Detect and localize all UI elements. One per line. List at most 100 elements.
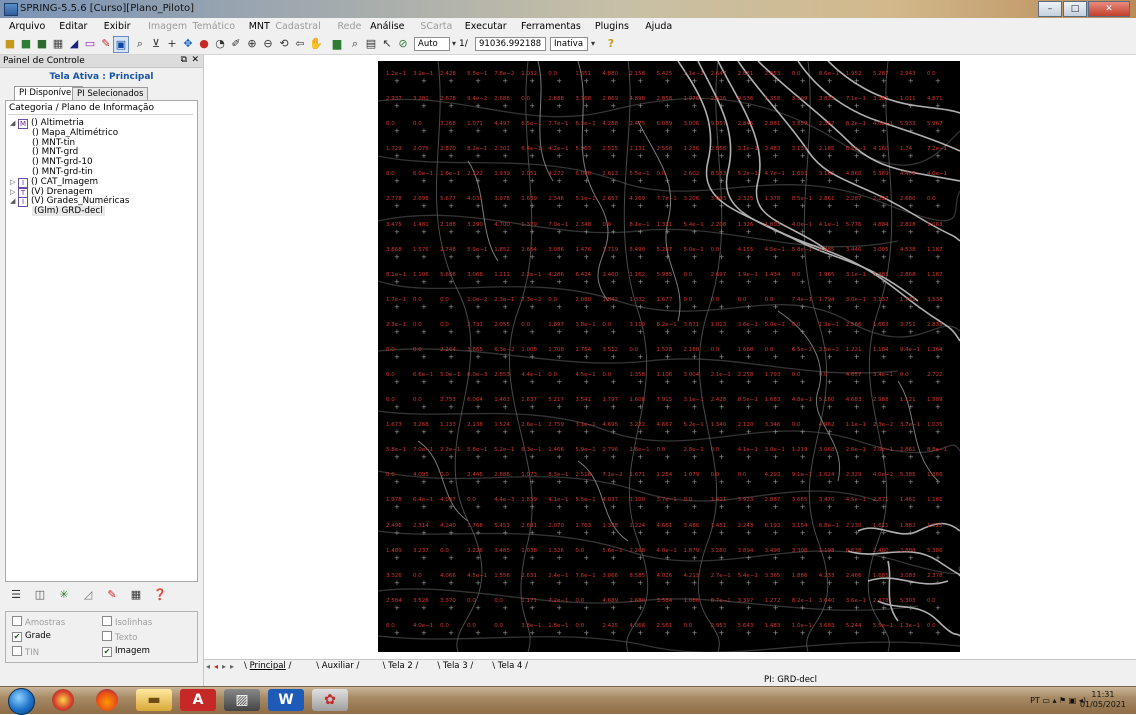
language-indicator[interactable]: PT <box>1030 696 1040 705</box>
edit-icon[interactable]: ◢ <box>69 37 79 50</box>
tree-item[interactable]: () MNT-grd <box>32 147 78 157</box>
grid-icon[interactable]: ▦ <box>52 37 64 50</box>
menu-cadastral[interactable]: Cadastral <box>275 21 321 32</box>
restore-icon[interactable]: ⧉ <box>180 55 187 65</box>
tool-icon[interactable]: ✎ <box>101 37 111 50</box>
pdf-icon[interactable]: A <box>180 689 216 711</box>
hand-icon[interactable]: ✋ <box>309 37 323 50</box>
firefox-icon[interactable] <box>96 689 118 711</box>
checkbox-isolinhas[interactable]: Isolinhas <box>102 616 152 628</box>
pointer-icon[interactable]: ↖ <box>382 37 392 50</box>
menu-imagem[interactable]: Imagem <box>148 21 188 32</box>
grid-icon[interactable]: ▦ <box>130 588 142 601</box>
link-icon[interactable]: ⊘ <box>398 37 408 50</box>
layer-state-select[interactable]: Inativa <box>550 37 588 51</box>
checkbox-grade[interactable]: ✔ Grade <box>12 631 51 642</box>
tree-item[interactable]: ▷ T (V) Drenagem <box>10 187 93 198</box>
menu-arquivo[interactable]: Arquivo <box>9 21 46 32</box>
tree-item[interactable]: ◢ I (V) Grades_Numéricas <box>10 196 130 208</box>
tab-pi-selecionados[interactable]: PI Selecionados <box>72 87 149 100</box>
zoom-previous-icon[interactable]: ⟲ <box>279 37 289 50</box>
menu-exibir[interactable]: Exibir <box>103 21 131 32</box>
checkbox-box[interactable] <box>102 616 112 626</box>
image-viewer-icon[interactable]: ▨ <box>224 689 260 711</box>
maximize-button[interactable]: □ <box>1063 1 1087 17</box>
expand-toggle-icon[interactable]: ▷ <box>10 187 16 196</box>
expand-toggle-icon[interactable]: ◢ <box>10 197 16 206</box>
zoom-out-icon[interactable]: ⊖ <box>263 37 273 50</box>
layers-icon[interactable]: ▆ <box>332 37 342 50</box>
zoom-area-icon[interactable]: ⌕ <box>136 37 144 50</box>
info-icon[interactable]: ⊻ <box>151 37 161 50</box>
checkbox-texto[interactable]: Texto <box>102 631 137 643</box>
checkbox-box[interactable] <box>102 631 112 641</box>
close-button[interactable]: ✕ <box>1088 1 1130 17</box>
menu-plugins[interactable]: Plugins <box>594 21 629 32</box>
layer-icon[interactable]: ✳ <box>59 588 69 601</box>
menu-ajuda[interactable]: Ajuda <box>645 21 673 32</box>
expand-toggle-icon[interactable]: ▷ <box>10 177 16 186</box>
drawing-area[interactable]: 1.2e−1 +3.1e−1 +2.428 +5.5e−1 +7.8e−2 +1.032 +… <box>204 55 1136 659</box>
tree-item[interactable]: () Mapa_Altimétrico <box>32 128 118 138</box>
plus-icon[interactable]: + <box>167 37 177 50</box>
spring-icon[interactable]: ✿ <box>312 689 348 711</box>
folder-icon[interactable]: ▬ <box>136 689 172 711</box>
tab-tela-2[interactable]: \ Tela 2 / <box>383 661 419 671</box>
minimize-button[interactable]: – <box>1038 1 1062 17</box>
menu-executar[interactable]: Executar <box>464 21 507 32</box>
checkbox-tin[interactable]: TIN <box>12 646 39 658</box>
list-icon[interactable]: ☰ <box>11 588 21 601</box>
checkbox-amostras[interactable]: Amostras <box>12 616 65 628</box>
menu-rede[interactable]: Rede <box>337 21 362 32</box>
stop-icon[interactable]: ● <box>199 37 209 50</box>
word-icon[interactable]: W <box>268 689 304 711</box>
first-tab-icon[interactable]: ◂ <box>206 662 211 671</box>
tab-auxiliar[interactable]: \ Auxiliar / <box>316 661 359 671</box>
database-icon[interactable]: ■ <box>20 37 32 50</box>
tree-item[interactable]: () MNT-tin <box>32 138 75 148</box>
chrome-icon[interactable] <box>52 689 74 711</box>
close-icon[interactable]: ✕ <box>191 55 199 65</box>
expand-toggle-icon[interactable]: ◢ <box>10 119 16 127</box>
flag-icon[interactable]: ⚑ <box>1059 696 1067 705</box>
open-project-icon[interactable]: ■ <box>4 37 16 50</box>
help-icon[interactable]: ❓ <box>153 588 167 601</box>
tree-item[interactable]: ▷ I() CAT_Imagem <box>10 177 98 188</box>
tree-item[interactable]: () MNT-grd-10 <box>32 157 93 167</box>
category-icon[interactable]: ■ <box>36 37 48 50</box>
tree-item[interactable]: (Glm) GRD-decl <box>32 206 105 217</box>
checkbox-box[interactable] <box>12 646 22 656</box>
window-icon[interactable]: ▭ <box>84 37 96 50</box>
tree-item[interactable]: () MNT-grd-tin <box>32 167 93 177</box>
menu-análise[interactable]: Análise <box>370 21 405 32</box>
menu-temático[interactable]: Temático <box>192 21 236 32</box>
tree-item[interactable]: ◢ M() Altimetria <box>10 118 84 129</box>
tab-tela-3[interactable]: \ Tela 3 / <box>437 661 473 671</box>
scale-mode-select[interactable]: Auto <box>414 37 450 51</box>
next-tab-icon[interactable]: ▸ <box>222 662 227 671</box>
menu-editar[interactable]: Editar <box>59 21 88 32</box>
table-icon[interactable]: ▤ <box>365 37 377 50</box>
start-button[interactable] <box>8 688 35 715</box>
cursor-icon[interactable]: ✥ <box>183 37 193 50</box>
pencil-icon[interactable]: ✐ <box>231 37 241 50</box>
chevron-down-icon[interactable]: ▾ <box>590 39 595 48</box>
chart-icon[interactable]: ◿ <box>83 588 93 601</box>
pan-icon[interactable]: ⇦ <box>295 37 305 50</box>
menu-ferramentas[interactable]: Ferramentas <box>521 21 581 32</box>
select-icon[interactable]: ◔ <box>215 37 225 50</box>
tray-chevron-icon[interactable]: ▴ <box>1052 696 1057 705</box>
tab-principal[interactable]: \ Principal / <box>244 661 291 671</box>
brush-icon[interactable]: ✎ <box>107 588 117 601</box>
tab-tela-4[interactable]: \ Tela 4 / <box>492 661 528 671</box>
checkbox-box[interactable]: ✔ <box>12 632 22 642</box>
volume-icon[interactable]: ◂) <box>1078 696 1086 705</box>
chevron-down-icon[interactable]: ▾ <box>451 39 456 48</box>
help-icon[interactable]: ? <box>607 37 615 50</box>
menu-mnt[interactable]: MNT <box>248 21 270 32</box>
prev-tab-icon[interactable]: ◂ <box>214 662 219 671</box>
network-icon[interactable]: ▣ <box>1068 696 1077 705</box>
checkbox-box[interactable]: ✔ <box>102 647 112 657</box>
checkbox-box[interactable] <box>12 616 22 626</box>
query-icon[interactable]: ⌕ <box>351 37 359 50</box>
